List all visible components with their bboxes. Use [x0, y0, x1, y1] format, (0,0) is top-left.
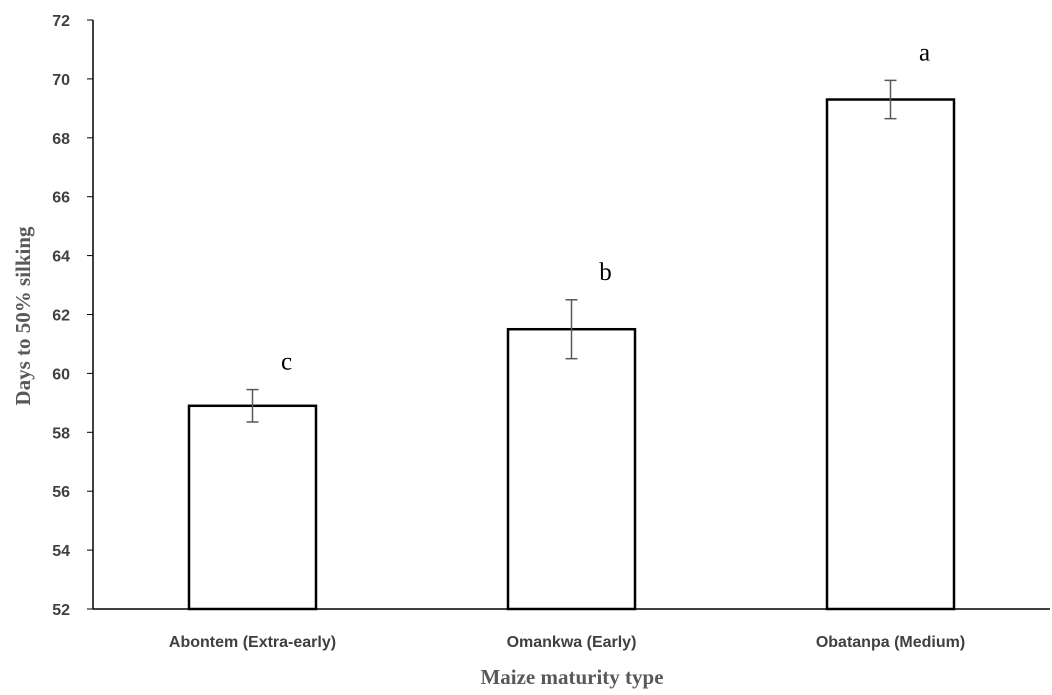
y-tick-label: 62	[52, 308, 70, 325]
category-label: Omankwa (Early)	[507, 634, 637, 651]
significance-letter: c	[281, 349, 292, 376]
y-tick-label: 68	[52, 131, 70, 148]
y-tick-label: 66	[52, 190, 70, 207]
y-tick-label: 72	[52, 13, 70, 30]
x-axis-title: Maize maturity type	[480, 665, 663, 689]
axes	[92, 20, 1050, 610]
y-tick-label: 60	[52, 366, 70, 383]
bars	[187, 98, 956, 611]
y-axis-ticks: 52 54 56 58 60 62 64 66 68 70 72	[52, 13, 93, 619]
y-axis-title: Days to 50% silking	[11, 226, 35, 406]
y-tick-label: 64	[52, 249, 70, 266]
y-tick-label: 52	[52, 602, 70, 619]
bar	[187, 404, 318, 611]
y-tick-label: 58	[52, 425, 70, 442]
bar	[506, 327, 637, 611]
category-label: Abontem (Extra-early)	[169, 634, 336, 651]
bar	[825, 98, 956, 611]
y-tick-label: 70	[52, 72, 70, 89]
y-tick-label: 56	[52, 484, 70, 501]
significance-letter: a	[919, 39, 930, 66]
significance-labels: c b a	[281, 39, 930, 375]
error-bars	[246, 79, 897, 423]
significance-letter: b	[599, 259, 612, 286]
category-labels: Abontem (Extra-early) Omankwa (Early) Obat…	[169, 634, 965, 651]
y-tick-label: 54	[52, 543, 70, 560]
category-label: Obatanpa (Medium)	[816, 634, 965, 651]
